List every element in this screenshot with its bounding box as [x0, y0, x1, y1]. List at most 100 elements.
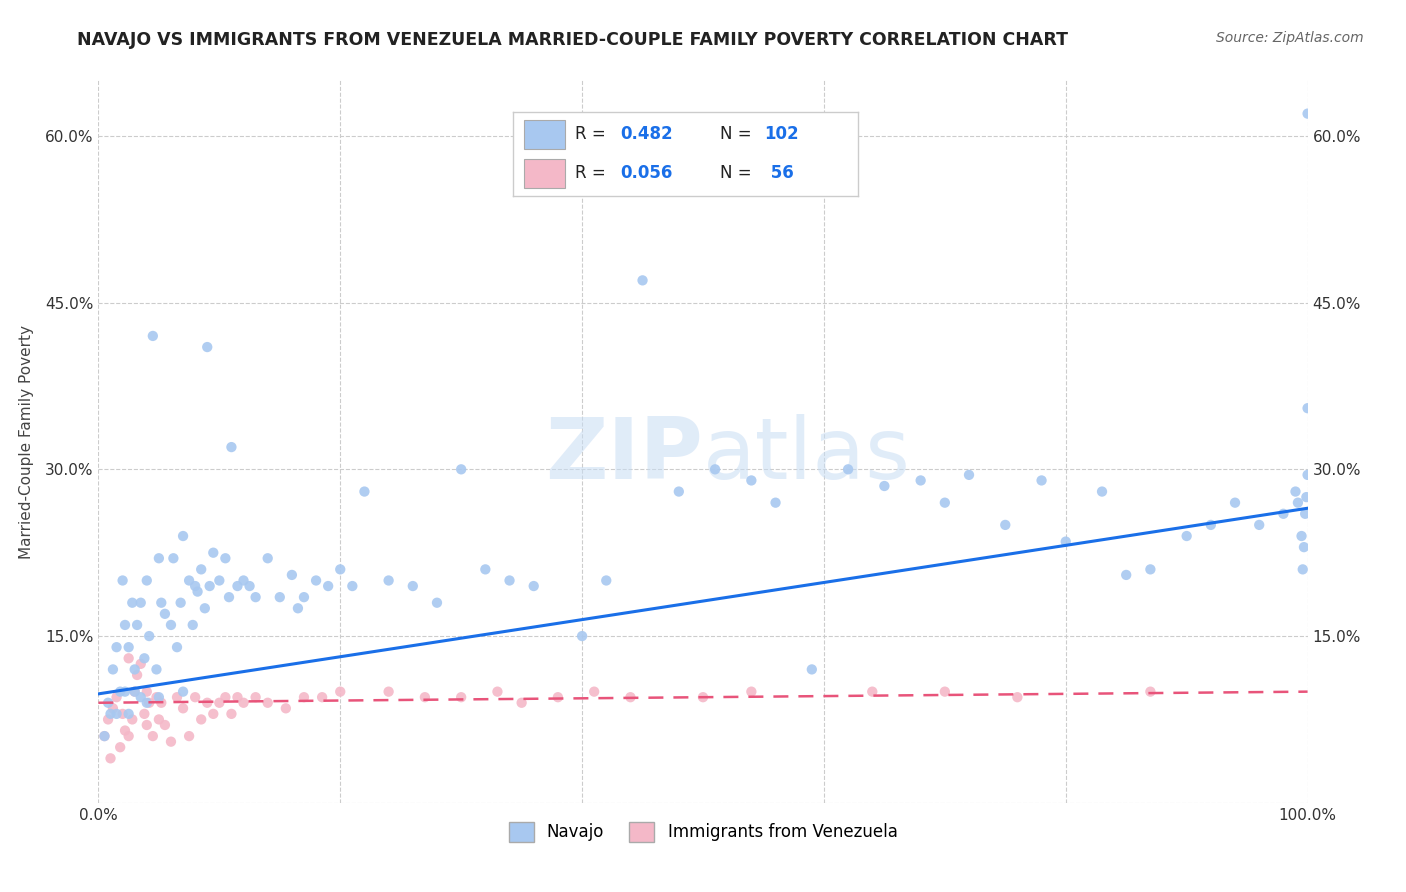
Point [108, 740, 131, 755]
Point [342, 579, 364, 593]
Point [256, 696, 278, 710]
Point [631, 273, 654, 287]
Point [287, 601, 309, 615]
Point [172, 529, 194, 543]
Point [127, 618, 149, 632]
Point [150, 596, 173, 610]
Point [97, 696, 120, 710]
Point [135, 718, 157, 732]
Point [450, 690, 472, 705]
Point [190, 713, 212, 727]
Point [547, 690, 569, 705]
Point [934, 684, 956, 698]
Point [202, 546, 225, 560]
Point [138, 696, 160, 710]
Point [873, 479, 896, 493]
Point [1292, 540, 1315, 554]
Point [129, 657, 152, 671]
Point [111, 706, 134, 721]
Point [1139, 684, 1161, 698]
Point [93, 729, 115, 743]
Point [166, 640, 188, 655]
Point [187, 584, 209, 599]
Point [1249, 517, 1271, 532]
Point [142, 729, 165, 743]
Point [100, 751, 122, 765]
Point [160, 618, 183, 632]
Point [134, 706, 156, 721]
Point [245, 590, 267, 604]
Point [121, 713, 143, 727]
Point [118, 651, 141, 665]
Point [1286, 496, 1309, 510]
Point [145, 690, 167, 705]
Point [1292, 562, 1315, 576]
Point [190, 562, 212, 576]
Point [124, 662, 146, 676]
Point [226, 690, 249, 705]
Point [1007, 690, 1029, 705]
Point [1294, 507, 1316, 521]
Point [195, 696, 218, 710]
Point [316, 579, 339, 593]
Point [148, 551, 170, 566]
Point [256, 551, 278, 566]
Point [129, 690, 152, 705]
Point [232, 696, 254, 710]
Point [105, 690, 128, 705]
Text: 56: 56 [765, 164, 793, 182]
Point [194, 601, 217, 615]
Legend: Navajo, Immigrants from Venezuela: Navajo, Immigrants from Venezuela [502, 815, 904, 848]
Point [523, 579, 546, 593]
Point [135, 574, 157, 588]
FancyBboxPatch shape [523, 159, 565, 188]
Point [105, 640, 128, 655]
Point [153, 607, 176, 621]
Point [377, 684, 399, 698]
Point [101, 701, 124, 715]
Point [101, 662, 124, 676]
Point [218, 590, 240, 604]
Point [111, 574, 134, 588]
Point [118, 706, 141, 721]
Point [450, 462, 472, 476]
Point [169, 596, 191, 610]
Text: 102: 102 [765, 126, 799, 144]
Text: 0.056: 0.056 [620, 164, 672, 182]
Point [402, 579, 425, 593]
Point [148, 713, 170, 727]
Point [118, 640, 141, 655]
Point [232, 574, 254, 588]
Point [208, 574, 231, 588]
Point [498, 574, 520, 588]
Point [765, 496, 787, 510]
Point [108, 684, 131, 698]
Point [1115, 568, 1137, 582]
Point [292, 590, 315, 604]
Text: R =: R = [575, 164, 612, 182]
Point [934, 496, 956, 510]
Point [426, 596, 449, 610]
Point [172, 701, 194, 715]
Point [121, 596, 143, 610]
Point [124, 684, 146, 698]
Point [1295, 490, 1317, 504]
Point [239, 579, 262, 593]
Point [166, 690, 188, 705]
Point [153, 718, 176, 732]
Point [221, 706, 243, 721]
Point [1091, 484, 1114, 499]
Point [571, 629, 593, 643]
Point [245, 690, 267, 705]
Point [1284, 484, 1306, 499]
Point [486, 684, 509, 698]
Point [1199, 517, 1222, 532]
Point [1296, 401, 1319, 416]
Point [181, 618, 204, 632]
Point [124, 684, 146, 698]
Point [1139, 562, 1161, 576]
Point [93, 729, 115, 743]
Point [1296, 106, 1319, 120]
Point [134, 651, 156, 665]
Point [129, 596, 152, 610]
